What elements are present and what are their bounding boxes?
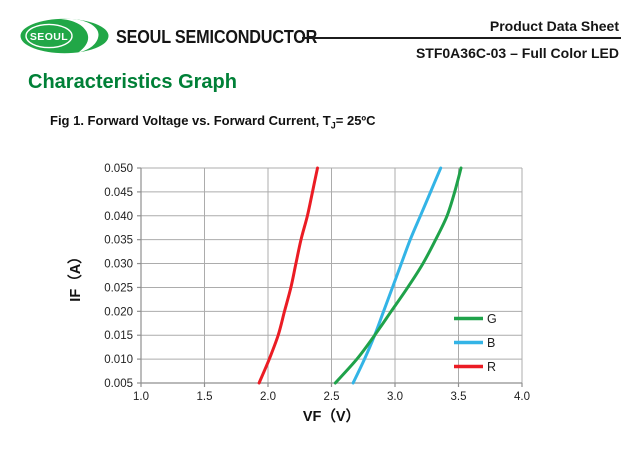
doc-type-label: Product Data Sheet [489, 18, 619, 34]
x-tick-label: 3.0 [387, 391, 403, 403]
chart-legend: GBR [454, 312, 497, 374]
figure-caption-text: Fig 1. Forward Voltage vs. Forward Curre… [50, 113, 331, 128]
series-curve-R [257, 166, 319, 385]
series-curve-G [333, 166, 463, 385]
y-tick-label: 0.050 [104, 163, 133, 175]
x-tick-label: 2.5 [324, 391, 340, 403]
y-tick-label: 0.045 [104, 187, 133, 199]
y-tick-label: 0.005 [104, 378, 133, 390]
y-tick-label: 0.020 [104, 306, 133, 318]
series-curves [257, 166, 463, 385]
y-tick-label: 0.025 [104, 282, 133, 294]
gridlines [141, 167, 523, 383]
y-tick-label: 0.040 [104, 211, 133, 223]
figure-caption-subscript: J [330, 120, 336, 131]
x-tick-label: 1.5 [197, 391, 213, 403]
logo-text-ring [25, 23, 73, 49]
logo-text: SEOUL [30, 31, 68, 43]
legend-item-B: B [454, 336, 495, 350]
legend-item-R: R [454, 360, 496, 374]
seoul-logo: SEOUL [20, 18, 109, 54]
series-curve-B [351, 166, 443, 385]
legend-label-B: B [487, 336, 495, 350]
x-tick-label: 3.5 [451, 391, 467, 403]
y-tick-label: 0.010 [104, 354, 133, 366]
y-tick-label: 0.015 [104, 330, 133, 342]
legend-label-R: R [487, 360, 496, 374]
axes [137, 167, 523, 387]
product-name: STF0A36C-03 – Full Color LED [415, 45, 619, 61]
legend-label-G: G [487, 312, 497, 326]
y-tick-label: 0.030 [104, 259, 133, 271]
header-rule [302, 37, 621, 39]
x-tick-label: 1.0 [133, 391, 149, 403]
figure-caption-suffix: = 25ºC [335, 113, 376, 128]
x-tick-label: 4.0 [514, 391, 530, 403]
x-tick-label: 2.0 [260, 391, 276, 403]
legend-item-G: G [454, 312, 497, 326]
logo-swoosh-icon [61, 18, 99, 53]
section-title: Characteristics Graph [28, 71, 237, 93]
figure-caption: Fig 1. Forward Voltage vs. Forward Curre… [50, 113, 376, 131]
tick-labels: 1.0 1.5 2.0 2.5 3.0 3.5 4.0 0.005 0.010 0.015 0.02… [104, 163, 530, 403]
y-axis-title: IF（A） [66, 249, 84, 301]
brand-name: SEOUL SEMICONDUCTOR [116, 27, 318, 47]
x-axis-title: VF（V） [303, 407, 360, 425]
y-tick-label: 0.035 [104, 235, 133, 247]
